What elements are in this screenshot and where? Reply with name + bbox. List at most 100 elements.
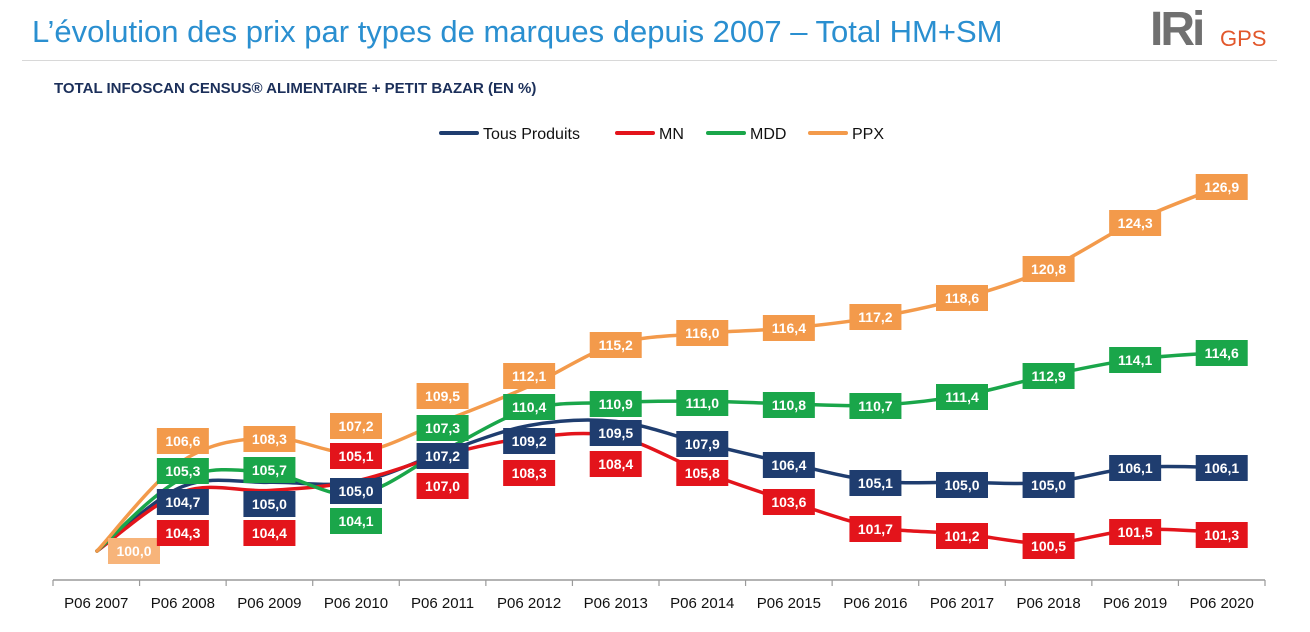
tous-produits-data-label: 106,1 (1195, 455, 1248, 481)
data-label-box (589, 332, 642, 358)
mdd-data-label: 110,9 (589, 391, 642, 417)
data-label-text: 111,4 (945, 389, 979, 405)
mn-data-label: 103,6 (762, 489, 815, 515)
mn-data-label: 101,5 (1109, 519, 1162, 545)
x-tick-label: P06 2007 (64, 595, 128, 612)
data-label-text: 101,2 (944, 528, 979, 544)
data-label-text: 117,2 (858, 309, 892, 325)
ppx-data-label: 124,3 (1109, 210, 1162, 236)
data-label-text: 108,3 (512, 465, 547, 481)
legend-label: MDD (750, 126, 786, 143)
data-label-box (416, 443, 469, 469)
data-label-text: 100,0 (116, 543, 151, 559)
data-label-box (762, 452, 815, 478)
data-label-box (936, 472, 988, 498)
data-label-box (330, 413, 382, 439)
tous-produits-data-label: 107,9 (676, 431, 729, 457)
mdd-data-label: 114,6 (1195, 340, 1248, 366)
data-label-text: 120,8 (1031, 261, 1066, 277)
mdd-data-label: 104,1 (330, 508, 382, 534)
data-label-text: 109,5 (598, 425, 633, 441)
data-label-box (503, 394, 556, 420)
data-label-text: 106,6 (165, 433, 200, 449)
data-label-box (416, 473, 469, 499)
logo-text: IRi (1150, 3, 1205, 56)
x-tick-label: P06 2016 (843, 595, 907, 612)
data-label-text: 106,4 (771, 457, 806, 473)
ppx-data-label: 120,8 (1022, 256, 1075, 282)
legend-label: PPX (852, 126, 884, 143)
ppx-data-label: 115,2 (589, 332, 642, 358)
x-tick-label: P06 2012 (497, 595, 561, 612)
data-label-text: 108,4 (598, 456, 633, 472)
data-label-box (676, 390, 729, 416)
data-label-text: 101,7 (858, 521, 893, 537)
data-label-text: 101,3 (1204, 527, 1239, 543)
data-label-box (1195, 174, 1248, 200)
legend-ppx: PPX (808, 126, 884, 143)
ppx-data-label: 116,4 (762, 315, 815, 341)
data-label-text: 106,1 (1118, 460, 1153, 476)
data-label-box (1022, 533, 1075, 559)
data-label-box (156, 458, 209, 484)
data-label-box (676, 320, 729, 346)
data-label-box (849, 470, 902, 496)
data-label-box (1109, 455, 1162, 481)
data-label-box (936, 285, 988, 311)
data-label-box (849, 304, 902, 330)
data-label-text: 106,1 (1204, 460, 1239, 476)
data-label-text: 111,0 (686, 395, 720, 411)
ppx-data-label: 126,9 (1195, 174, 1248, 200)
data-label-text: 105,7 (252, 462, 287, 478)
data-label-box (156, 489, 209, 515)
mdd-data-label: 110,8 (762, 392, 815, 418)
data-label-text: 112,1 (512, 368, 546, 384)
data-label-text: 104,4 (252, 525, 287, 541)
data-label-text: 107,0 (425, 478, 460, 494)
mn-data-label: 108,4 (589, 451, 642, 477)
data-label-text: 108,3 (252, 431, 287, 447)
data-label-text: 105,0 (338, 483, 373, 499)
mdd-data-label: 107,3 (416, 415, 469, 441)
tous-produits-data-label: 109,5 (589, 420, 642, 446)
x-tick-label: P06 2010 (324, 595, 388, 612)
tous-produits-data-label: 105,0 (1022, 472, 1075, 498)
data-label-text: 105,0 (1031, 477, 1066, 493)
data-label-box (849, 393, 902, 419)
ppx-data-label: 106,6 (156, 428, 209, 454)
x-tick-label: P06 2015 (757, 595, 821, 612)
x-tick-label: P06 2011 (411, 595, 474, 612)
data-label-box (330, 443, 382, 469)
data-label-text: 110,4 (512, 399, 546, 415)
data-label-text: 105,8 (685, 465, 720, 481)
mn-data-label: 105,8 (676, 460, 729, 486)
data-label-text: 107,9 (685, 436, 720, 452)
tous-produits-data-label: 106,1 (1109, 455, 1162, 481)
x-tick-label: P06 2017 (930, 595, 994, 612)
data-label-text: 101,5 (1118, 524, 1153, 540)
data-label-text: 104,7 (165, 494, 200, 510)
data-label-box (243, 520, 296, 546)
ppx-data-label: 118,6 (936, 285, 988, 311)
x-tick-label: P06 2020 (1190, 595, 1254, 612)
legend-mdd: MDD (706, 126, 786, 143)
data-label-box (849, 516, 902, 542)
mdd-data-label: 114,1 (1109, 347, 1162, 373)
data-label-box (1022, 472, 1075, 498)
data-label-box (676, 431, 729, 457)
data-label-box (416, 383, 469, 409)
mdd-data-label: 105,7 (243, 457, 296, 483)
data-label-text: 116,0 (685, 325, 719, 341)
mn-data-label: 105,1 (330, 443, 382, 469)
data-label-box (156, 428, 209, 454)
data-label-box (762, 489, 815, 515)
data-label-text: 109,5 (425, 388, 460, 404)
data-label-text: 105,1 (858, 475, 893, 491)
data-label-text: 100,5 (1031, 538, 1066, 554)
tous-produits-data-label: 109,2 (503, 428, 556, 454)
tous-produits-data-label: 105,0 (330, 478, 382, 504)
data-label-text: 107,2 (425, 448, 460, 464)
tous-produits-data-label: 107,2 (416, 443, 469, 469)
tous-produits-data-label: 104,7 (156, 489, 209, 515)
mn-data-label: 104,4 (243, 520, 296, 546)
